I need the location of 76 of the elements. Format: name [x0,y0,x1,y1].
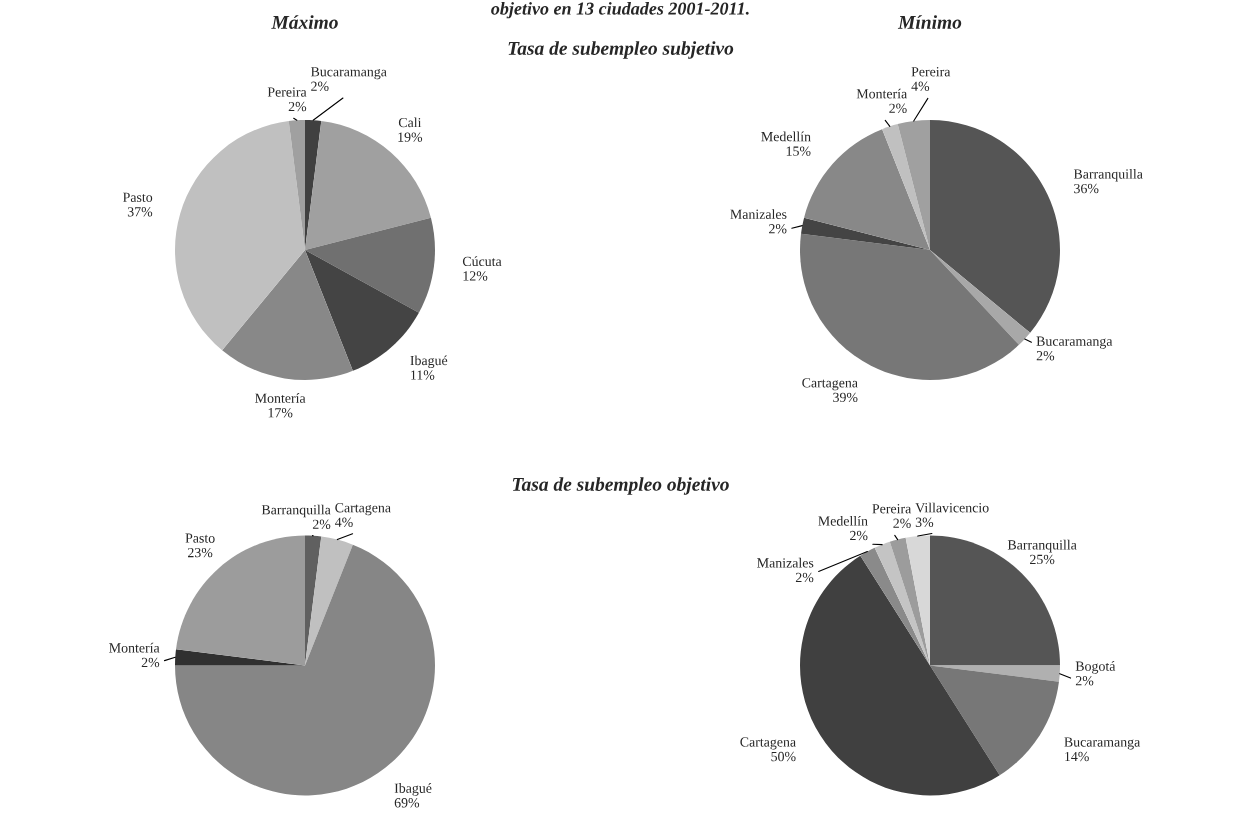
pie-slice [889,537,930,666]
pie-slice [801,217,930,250]
pie-slice [305,536,353,666]
data-label: 2% [893,518,911,528]
data-label: 17% [268,408,293,418]
chart-subtitle: Mínimo [897,15,962,29]
slice-label: Barranquilla [1007,539,1077,553]
data-label: 15% [786,146,811,156]
pie-slice [305,217,435,313]
pie-slice [897,120,930,250]
data-label: 14% [1065,751,1089,762]
data-label: 2% [889,103,907,114]
slice-label: Medellín [761,131,811,142]
slice-label: Pasto [123,192,153,202]
data-label: 3% [915,517,934,527]
slice-label: Pereira [872,504,912,514]
pie-slice [930,665,1059,776]
data-label: 23% [188,547,213,558]
pie-slice [860,547,930,666]
slice-label: Ibagué [410,355,448,369]
slice-label: Bucaramanga [1036,336,1113,349]
data-label: 2% [769,224,787,234]
chart-subtitle: Máximo [271,15,338,29]
text: objetivo en 13 ciudades 2001-2011. [491,2,749,19]
slice-label: Bucaramanga [310,67,387,80]
text: Tasa de subempleo subjetivo [508,41,734,59]
pie-slice [905,535,930,666]
slice-label: Pereira [267,87,307,97]
data-label: 4% [911,81,930,91]
data-label: 2% [1036,351,1055,361]
data-label: 12% [463,271,488,281]
data-label: 11% [411,370,435,380]
data-label: 69% [394,798,420,808]
slice-label: Montería [856,88,908,99]
slice-label: Bucaramanga [1064,737,1141,750]
data-label: 36% [1074,183,1099,194]
slice-label: Montería [109,642,160,653]
data-label: 2% [288,101,307,112]
pie-slice [175,649,305,666]
pie-slice [882,124,930,250]
pie-slice [930,250,1031,345]
slice-label: Medellín [818,515,868,526]
slice-label: Cartagena [802,378,858,391]
slice-label: Manizales [757,557,814,568]
slice-label: Montería [255,393,306,403]
data-label: 4% [335,517,353,527]
slice-label: Barranquilla [1073,168,1143,182]
pie-slice [175,544,435,796]
data-label: 2% [850,530,868,541]
data-label: 19% [398,132,423,142]
data-label: 2% [141,657,160,668]
data-label: 2% [795,572,814,583]
pie-slice [800,233,1019,380]
slice-label: Villavicencio [915,502,989,513]
slice-label: Cartagena [335,503,391,516]
slice-label: Cúcuta [462,256,502,267]
data-label: 39% [833,392,858,403]
slice-label: Cali [398,117,422,128]
text: Tasa de subempleo objetivo [512,477,729,495]
slice-label: Pasto [185,533,215,543]
slice-label: Bogotá [1075,661,1116,674]
slice-label: Pereira [911,67,951,77]
data-label: 25% [1030,554,1055,565]
pie-slice [175,121,305,351]
pie-slice [222,250,353,380]
pie-slice [176,535,305,666]
pie-slice [930,120,1060,333]
slice-label: Cartagena [740,737,796,750]
slice-label: Ibagué [394,783,432,796]
data-label: 2% [311,81,329,91]
slice-label: Manizales [730,209,787,219]
data-label: 37% [127,207,153,217]
slice-label: Barranquilla [261,504,331,518]
data-label: 50% [771,751,796,762]
data-label: 2% [1075,676,1094,686]
data-label: 2% [312,519,331,530]
